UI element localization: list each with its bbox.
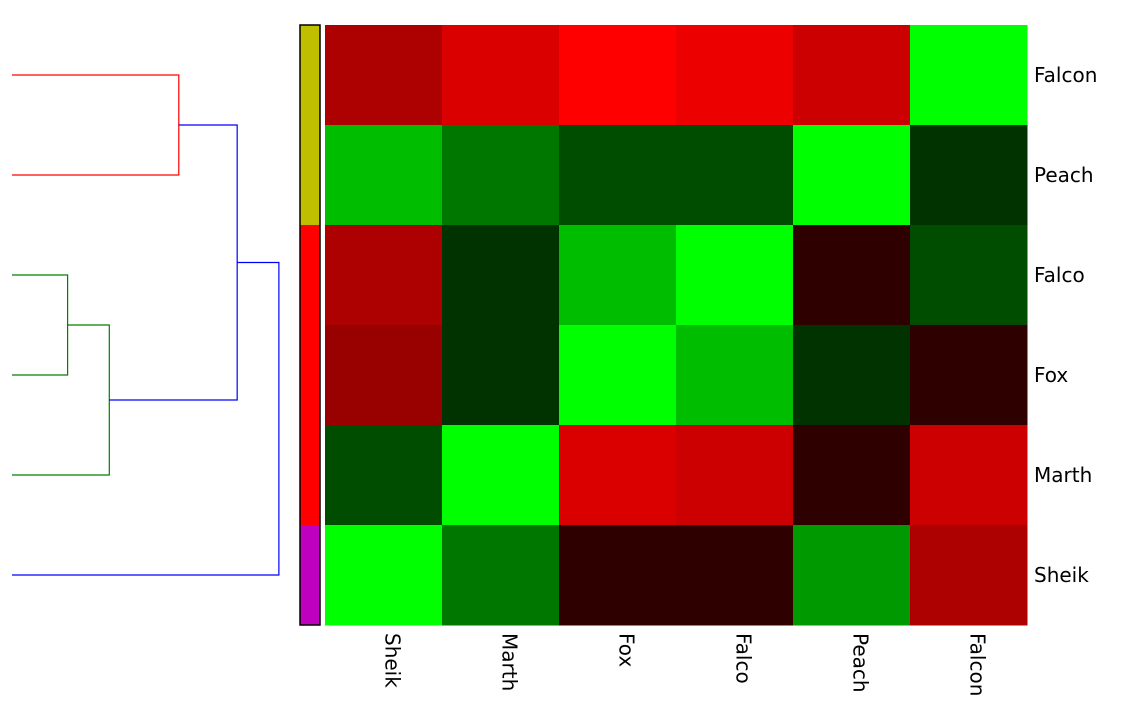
cell-falcon-sheik [325, 25, 443, 126]
column-label: Fox [615, 633, 639, 667]
row-label: Sheik [1034, 563, 1089, 587]
cluster-bar-border [299, 24, 321, 626]
dendrogram-link [109, 124, 238, 401]
cell-sheik-falco [676, 525, 794, 626]
row-label: Falcon [1034, 63, 1097, 87]
cell-fox-marth [442, 325, 560, 426]
cell-peach-sheik [325, 125, 443, 226]
dendrogram-link [12, 324, 110, 476]
row-labels: Falcon Peach Falco Fox Marth Sheik [1034, 63, 1097, 587]
cluster-segment [300, 225, 320, 525]
cell-falco-sheik [325, 225, 443, 326]
row-label: Peach [1034, 163, 1094, 187]
cell-peach-peach [793, 125, 911, 226]
cell-sheik-sheik [325, 525, 443, 626]
cell-peach-falco [676, 125, 794, 226]
cell-falcon-marth [442, 25, 560, 126]
cluster-segment [300, 25, 320, 225]
cell-falcon-falco [676, 25, 794, 126]
cell-peach-marth [442, 125, 560, 226]
row-label: Fox [1034, 363, 1068, 387]
column-label: Sheik [381, 633, 405, 688]
cell-fox-falcon [910, 325, 1028, 426]
cluster-segment [300, 525, 320, 625]
column-label: Marth [498, 633, 522, 691]
row-label: Marth [1034, 463, 1092, 487]
column-labels: Sheik Marth Fox Falco Peach Falcon [381, 633, 990, 696]
cell-peach-fox [559, 125, 677, 226]
cell-sheik-marth [442, 525, 560, 626]
cell-falcon-falcon [910, 25, 1028, 126]
cell-marth-falco [676, 425, 794, 526]
row-cluster-color-bar [299, 24, 321, 626]
dendrogram-link [12, 274, 69, 376]
cell-fox-sheik [325, 325, 443, 426]
cell-falco-marth [442, 225, 560, 326]
cell-sheik-peach [793, 525, 911, 626]
cell-fox-peach [793, 325, 911, 426]
cell-fox-fox [559, 325, 677, 426]
cell-falco-fox [559, 225, 677, 326]
cell-marth-sheik [325, 425, 443, 526]
cell-sheik-falcon [910, 525, 1028, 626]
cell-sheik-fox [559, 525, 677, 626]
cell-falcon-fox [559, 25, 677, 126]
heatmap-cells [325, 25, 1028, 626]
cell-peach-falcon [910, 125, 1028, 226]
dendrogram-link [12, 261, 280, 576]
column-label: Falcon [966, 633, 990, 696]
cell-falco-peach [793, 225, 911, 326]
column-label: Peach [849, 633, 873, 693]
cell-fox-falco [676, 325, 794, 426]
cell-marth-fox [559, 425, 677, 526]
cell-marth-falcon [910, 425, 1028, 526]
row-dendrogram [12, 74, 280, 576]
cell-falco-falcon [910, 225, 1028, 326]
cell-falcon-peach [793, 25, 911, 126]
row-label: Falco [1034, 263, 1085, 287]
cell-marth-peach [793, 425, 911, 526]
cell-marth-marth [442, 425, 560, 526]
cell-falco-falco [676, 225, 794, 326]
column-label: Falco [732, 633, 756, 684]
dendrogram-link [12, 74, 180, 176]
